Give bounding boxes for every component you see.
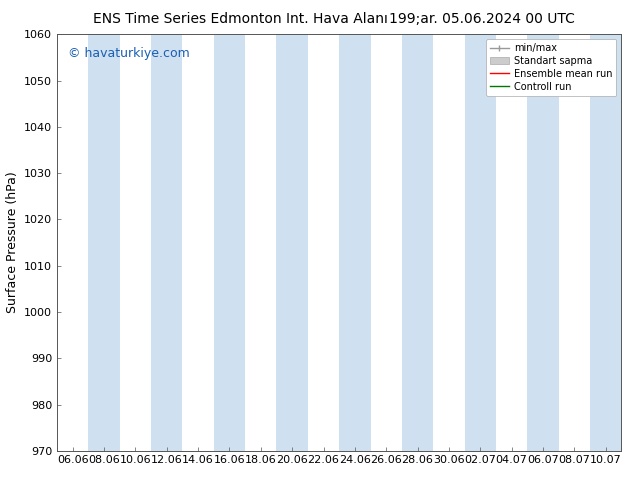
Bar [590, 34, 621, 451]
Bar [214, 34, 245, 451]
Bar [527, 34, 559, 451]
Y-axis label: Surface Pressure (hPa): Surface Pressure (hPa) [6, 172, 18, 314]
Bar [88, 34, 120, 451]
Bar [151, 34, 183, 451]
Bar [465, 34, 496, 451]
Text: ENS Time Series Edmonton Int. Hava Alanı: ENS Time Series Edmonton Int. Hava Alanı [93, 12, 389, 26]
Bar [402, 34, 433, 451]
Text: 199;ar. 05.06.2024 00 UTC: 199;ar. 05.06.2024 00 UTC [389, 12, 575, 26]
Legend: min/max, Standart sapma, Ensemble mean run, Controll run: min/max, Standart sapma, Ensemble mean r… [486, 39, 616, 96]
Bar [276, 34, 308, 451]
Text: © havaturkiye.com: © havaturkiye.com [68, 47, 190, 60]
Bar [339, 34, 370, 451]
